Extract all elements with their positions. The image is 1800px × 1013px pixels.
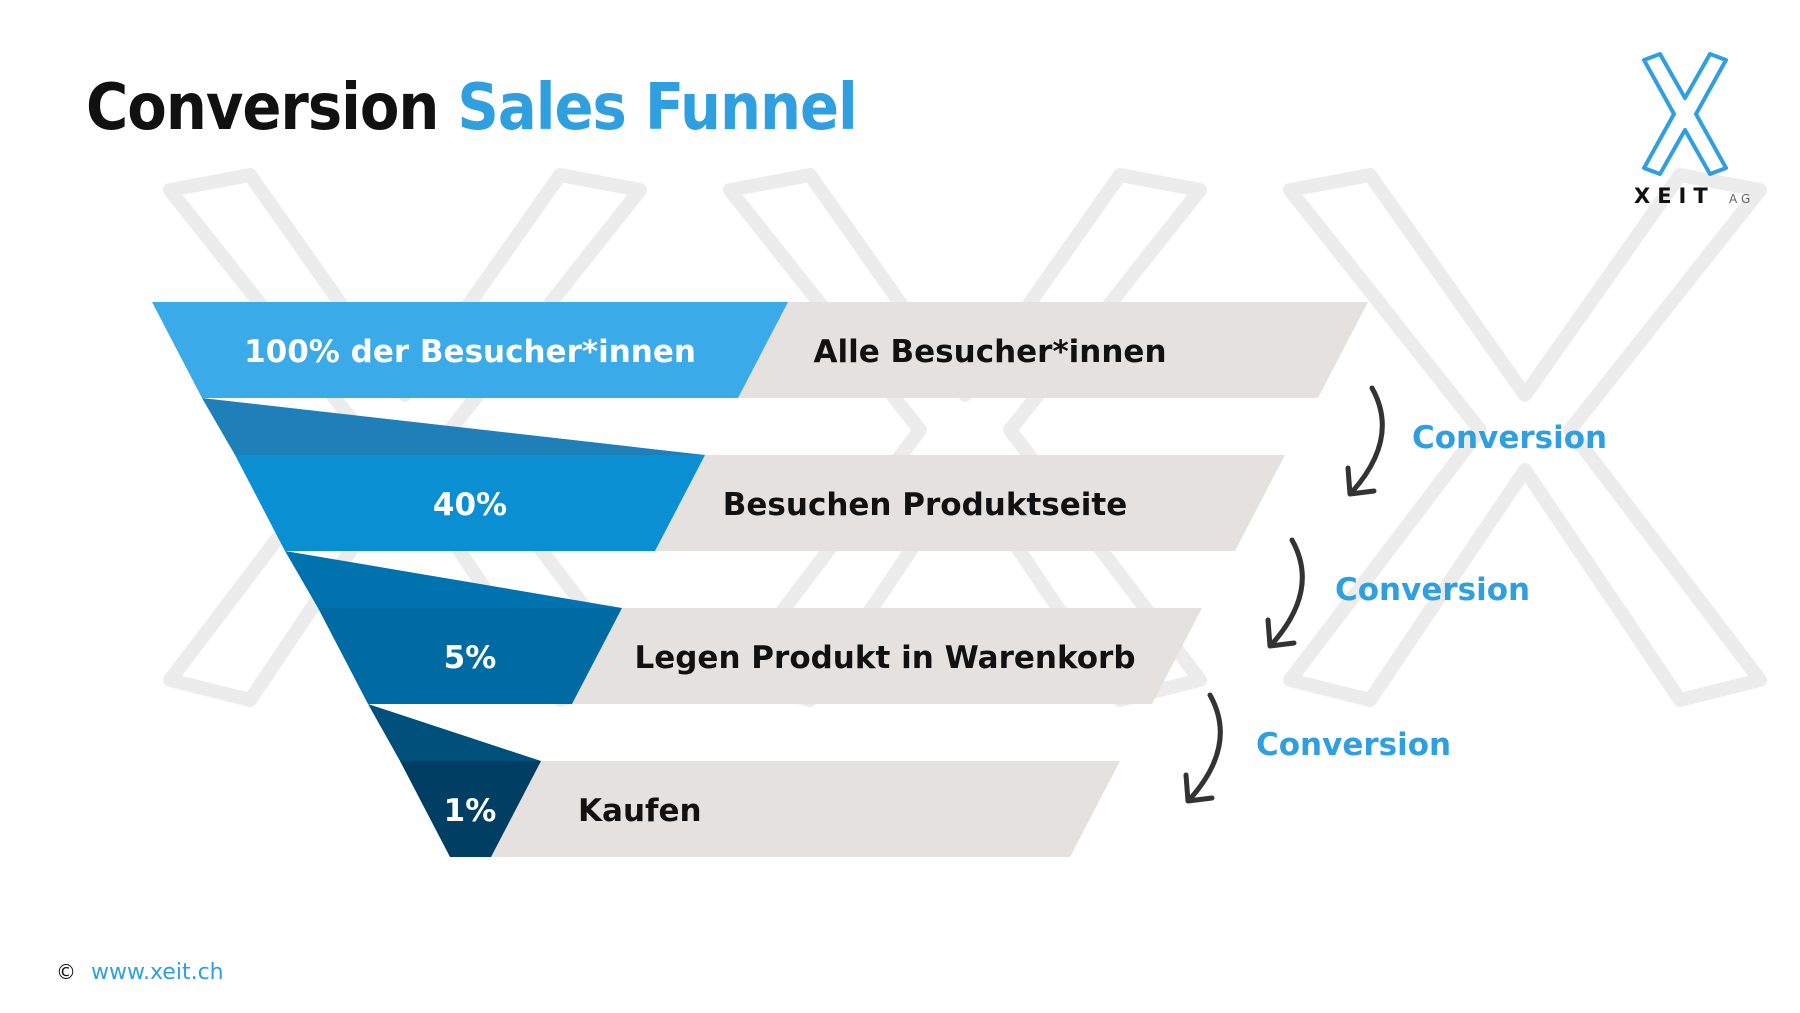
page-title: Conversion Sales Funnel [86, 76, 858, 140]
funnel-connector [285, 551, 622, 608]
watermark-x-shape [1283, 168, 1767, 707]
funnel-stage [318, 608, 622, 704]
conversion-arrow [1187, 692, 1223, 802]
logo-name: XEIT [1634, 184, 1715, 208]
stage-description-label: Alle Besucher*innen [813, 334, 1166, 370]
funnel-label-band [728, 302, 1368, 398]
funnel-label-bands [481, 302, 1368, 857]
title-part-conversion: Conversion [86, 71, 439, 145]
funnel-connector [368, 704, 541, 761]
funnel-label-band [481, 761, 1120, 857]
conversion-label: Conversion [1256, 727, 1451, 763]
funnel-texts: 100% der Besucher*innen Alle Besucher*inn… [244, 334, 1607, 829]
stage-percent-label: 5% [444, 640, 497, 676]
funnel-label-band [562, 608, 1202, 704]
conversion-arrows [1183, 385, 1385, 804]
conversion-arrow-head-icon [1265, 617, 1297, 649]
title-part-sales-funnel: Sales Funnel [457, 71, 857, 145]
conversion-arrow [1269, 537, 1305, 647]
footer: © www.xeit.ch [56, 960, 224, 985]
stage-description-label: Kaufen [578, 793, 702, 829]
logo-wordmark: XEIT AG [1634, 184, 1754, 208]
conversion-arrow-head-icon [1183, 772, 1215, 804]
funnel-stage [400, 761, 541, 857]
logo-suffix: AG [1729, 192, 1755, 206]
xeit-logo: XEIT AG [1616, 52, 1756, 212]
copyright-symbol: © [56, 960, 76, 984]
conversion-arrow-head-icon [1345, 465, 1377, 497]
stage-description-label: Besuchen Produktseite [723, 487, 1127, 523]
funnel-stage [152, 302, 788, 398]
conversion-arrow [1349, 385, 1385, 495]
stage-percent-label: 1% [444, 793, 497, 829]
xeit-x-logo-icon [1642, 52, 1728, 176]
funnel-stages [152, 302, 788, 857]
stage-percent-label: 100% der Besucher*innen [244, 334, 696, 370]
funnel-stage [235, 455, 705, 551]
funnel-connectors [202, 398, 705, 761]
website-link[interactable]: www.xeit.ch [91, 960, 224, 985]
conversion-label: Conversion [1335, 572, 1530, 608]
funnel-label-band [645, 455, 1285, 551]
stage-description-label: Legen Produkt in Warenkorb [634, 640, 1135, 676]
funnel-connector [202, 398, 705, 455]
stage-percent-label: 40% [433, 487, 507, 523]
conversion-label: Conversion [1412, 420, 1607, 456]
